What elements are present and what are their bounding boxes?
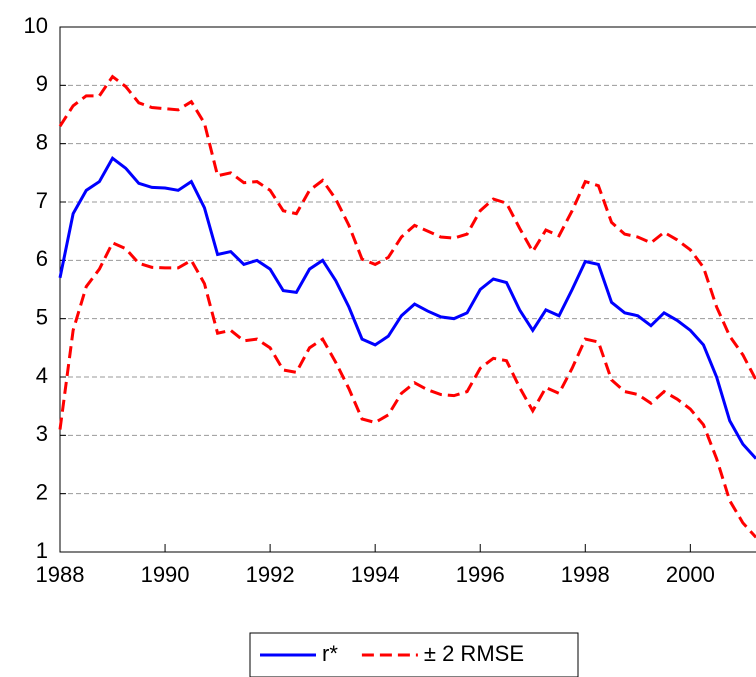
legend-label: ± 2 RMSE [424, 641, 524, 666]
x-tick-label: 1994 [351, 562, 400, 587]
y-tick-label: 2 [36, 479, 48, 504]
y-tick-label: 1 [36, 538, 48, 563]
y-tick-label: 4 [36, 363, 48, 388]
x-tick-label: 1988 [36, 562, 85, 587]
band-lower [58, 240, 756, 539]
x-tick-label: 1990 [141, 562, 190, 587]
y-tick-label: 9 [36, 71, 48, 96]
plot-frame [59, 26, 756, 553]
x-tick-label: 1992 [246, 562, 295, 587]
x-tick-label: 1996 [456, 562, 505, 587]
y-tick-label: 6 [36, 246, 48, 271]
x-tick-label: 1998 [561, 562, 610, 587]
y-tick-label: 5 [36, 304, 48, 329]
y-tick-label: 8 [36, 129, 48, 154]
y-tick-label: 10 [24, 13, 48, 38]
y-tick-label: 7 [36, 188, 48, 213]
y-tick-label: 3 [36, 421, 48, 446]
legend-label: r* [322, 641, 338, 666]
band-upper [58, 74, 756, 381]
line [58, 156, 756, 460]
x-tick-label: 2000 [666, 562, 715, 587]
